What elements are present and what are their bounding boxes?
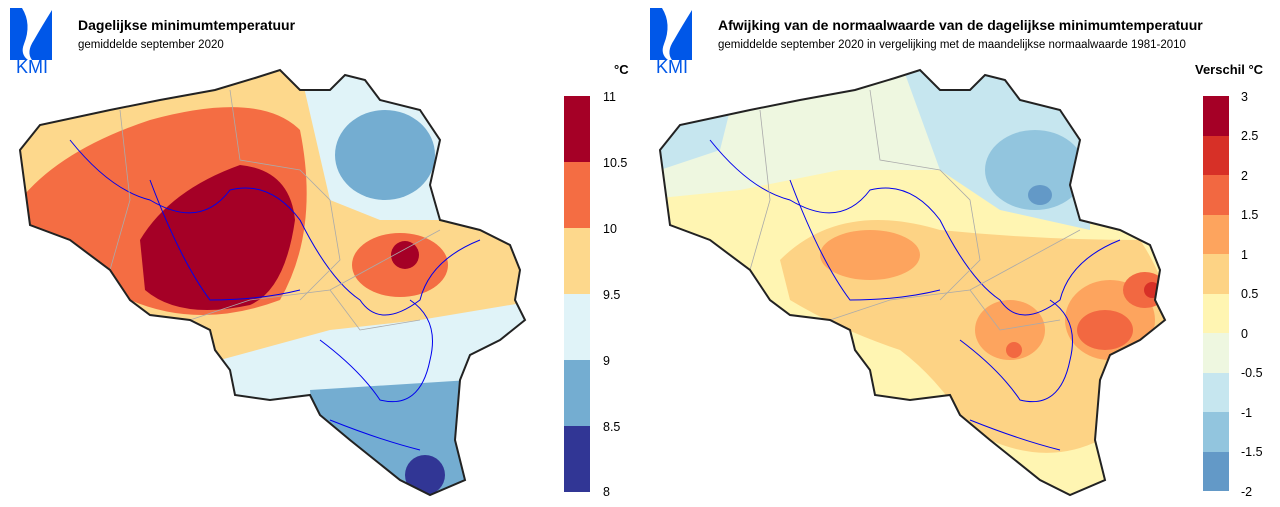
zone-1-1.5 [820, 230, 920, 280]
legend-swatch [1203, 254, 1229, 294]
legend-tick: 9.5 [603, 288, 621, 302]
legend-tick: 2.5 [1241, 129, 1259, 143]
legend-swatch [564, 294, 590, 360]
zone-1.5-2-mid [1006, 342, 1022, 358]
legend-swatch [1203, 333, 1229, 373]
legend-tick: 10.5 [603, 156, 628, 170]
legend-tick: 0 [1241, 327, 1248, 341]
legend-tick: 10 [603, 222, 617, 236]
legend-swatch [1203, 412, 1229, 452]
svg-text:KMI: KMI [656, 57, 688, 74]
legend-tick: 1 [1241, 248, 1248, 262]
legend-tick: 9 [603, 354, 610, 368]
legend-tick: 11 [603, 90, 616, 104]
zone-1.5-2 [1077, 310, 1133, 350]
legend-swatch [1203, 175, 1229, 215]
color-legend [1203, 96, 1229, 491]
legend-tick: -1 [1241, 406, 1253, 420]
zone-minus2-minus1.5 [1028, 185, 1052, 205]
legend-swatch [1203, 214, 1229, 254]
zone-8-8.5 [405, 455, 445, 495]
legend-swatch [564, 96, 590, 162]
province-borders [749, 89, 1081, 331]
legend-unit: °C [614, 62, 629, 77]
map-subtitle: gemiddelde september 2020 [78, 39, 224, 51]
zone-minus1.5-minus1 [985, 130, 1085, 210]
map-title: Dagelijkse minimumtemperatuur [78, 17, 296, 33]
legend-tick: 2 [1241, 169, 1248, 183]
legend-swatch [1203, 135, 1229, 175]
map-subtitle: gemiddelde september 2020 in vergelijkin… [718, 39, 1186, 51]
kmi-logo: KMI [650, 8, 692, 74]
legend-swatch [1203, 372, 1229, 412]
zone-10.5-11 [140, 165, 295, 310]
belgium-map-absolute [19, 69, 526, 496]
legend-swatch [1203, 293, 1229, 333]
legend-tick: 8 [603, 485, 610, 499]
province-borders [109, 89, 441, 331]
legend-swatch [564, 360, 590, 426]
zone-10.5-11-east [391, 241, 419, 269]
color-legend [564, 96, 590, 492]
belgium-map-anomaly [659, 69, 1166, 496]
legend-swatch [564, 426, 590, 492]
legend-swatch [564, 162, 590, 228]
panel-temperature-anomaly: KMI Afwijking van de normaalwaarde van d… [640, 0, 1280, 507]
legend-swatch [564, 228, 590, 294]
legend-tick: -0.5 [1241, 366, 1263, 380]
legend-tick: 8.5 [603, 420, 621, 434]
kmi-logo: KMI [10, 8, 52, 74]
svg-text:KMI: KMI [16, 57, 48, 74]
legend-tick: -2 [1241, 485, 1253, 499]
legend-tick: 0.5 [1241, 287, 1259, 301]
map-title: Afwijking van de normaalwaarde van de da… [718, 17, 1203, 33]
zone-8.5-9 [335, 110, 435, 200]
rivers [69, 139, 481, 451]
legend-unit: Verschil °C [1195, 62, 1264, 77]
rivers [709, 139, 1121, 451]
legend-tick: 1.5 [1241, 208, 1259, 222]
legend-swatch [1203, 96, 1229, 136]
legend-swatch [1203, 451, 1229, 491]
legend-tick: 3 [1241, 90, 1248, 104]
panel-minimum-temperature: KMI Dagelijkse minimumtemperatuur gemidd… [10, 8, 629, 499]
legend-tick: -1.5 [1241, 445, 1263, 459]
